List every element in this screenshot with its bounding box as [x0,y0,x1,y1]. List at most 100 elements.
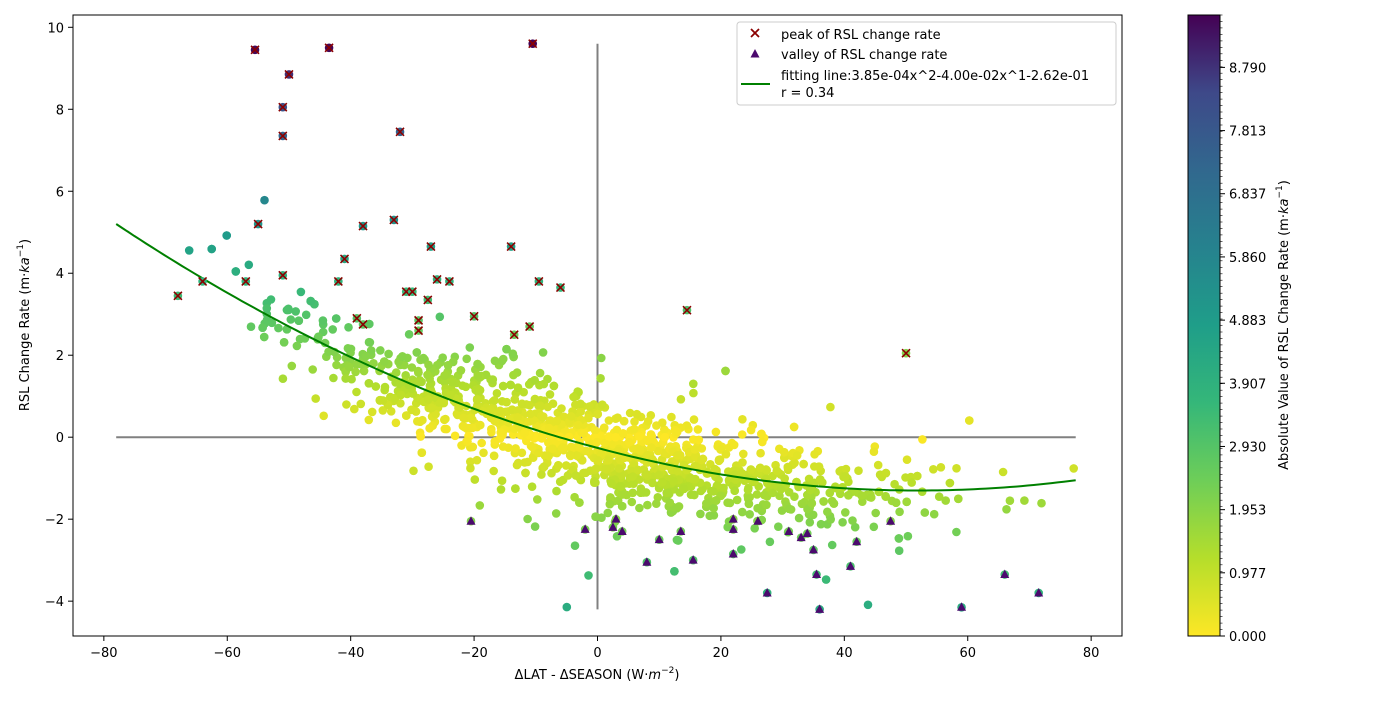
scatter-point [628,488,638,498]
scatter-point [592,437,602,447]
y-tick-label: 4 [56,267,64,282]
scatter-point [597,353,606,363]
scatter-point [391,418,401,428]
valley-markers [466,514,1044,614]
scatter-point [301,310,311,320]
scatter-point [612,425,622,435]
scatter-point [829,499,839,508]
scatter-point [854,466,863,476]
legend-peak-marker [750,28,760,38]
scatter-point [750,524,759,533]
scatter-point [332,360,341,370]
scatter-point [490,356,500,366]
peak-x-marker [682,305,692,315]
scatter-point [737,469,747,478]
scatter-point [918,435,927,444]
peak-x-marker [407,287,417,297]
legend-valley-marker [750,49,760,58]
colorbar-tick-label: 0.977 [1229,567,1266,582]
scatter-point [841,508,850,517]
scatter-point [936,463,946,472]
scatter-point [495,406,505,416]
scatter-point [625,408,635,418]
scatter-point [364,379,374,388]
scatter-point [231,267,241,276]
peak-x-marker [444,276,454,287]
x-tick-label: −80 [90,646,117,661]
valley-triangle-marker [1034,587,1044,597]
scatter-point [463,437,472,446]
scatter-point [513,413,522,422]
scatter-point [901,473,910,482]
peak-x-marker [278,270,288,280]
scatter-point [342,400,351,409]
colorbar-ticks: 0.000 0.977 1.953 2.930 3.907 4.883 5.860 6.837… [1220,61,1266,645]
scatter-point [450,431,460,441]
scatter-point [409,466,418,476]
scatter-point [472,455,482,465]
scatter-point [721,366,730,376]
scatter-point [331,314,341,323]
scatter-point [613,413,622,423]
scatter-point [544,451,553,461]
scatter-point [871,508,880,518]
scatter-point [278,374,288,384]
peak-x-marker [423,295,433,305]
scatter-point [371,382,381,391]
scatter-point [570,541,580,550]
scatter-point [895,507,904,517]
scatter-point [618,490,627,499]
scatter-point [869,522,879,532]
scatter-point [571,400,581,410]
scatter-point [765,537,775,547]
scatter-point [424,462,433,472]
scatter-point [689,415,699,424]
scatter-point [537,470,546,479]
scatter-point [369,359,378,368]
colorbar-tick-label: 8.790 [1229,61,1266,76]
scatter-point [579,468,588,478]
scatter-point [473,359,482,369]
scatter-point [527,442,537,452]
scatter-point [292,341,302,351]
scatter-point [544,438,553,448]
scatter-point [380,382,390,392]
scatter-point [328,325,338,334]
scatter-point [920,508,930,517]
scatter-point [929,465,938,474]
scatter-point [324,347,333,357]
scatter-point [350,404,359,414]
scatter-point [660,425,669,434]
scatter-point [497,476,507,486]
colorbar: 0.000 0.977 1.953 2.930 3.907 4.883 5.860 6.837… [1187,14,1292,645]
scatter-point [891,498,901,508]
scatter-point [894,534,904,543]
scatter-point [376,346,385,355]
valley-triangle-marker [642,557,652,566]
valley-triangle-marker [852,536,862,546]
scatter-point [693,425,703,434]
scatter-point [352,387,361,397]
scatter-point [643,417,653,426]
scatter-point [502,397,511,407]
scatter-point [544,423,554,433]
scatter-point [365,319,374,329]
colorbar-tick-label: 7.813 [1229,125,1266,140]
scatter-point [581,446,590,456]
scatter-point [412,348,422,357]
scatter-point [413,378,422,387]
scatter-point [780,474,789,483]
scatter-point [468,442,478,452]
scatter-point [596,374,605,383]
scatter-point [627,497,637,507]
peak-x-marker [469,311,479,321]
scatter-point [510,395,520,404]
scatter-point [279,338,289,347]
valley-triangle-marker [886,516,896,525]
scatter-point [475,385,485,395]
peak-x-marker [358,221,368,231]
scatter-point [440,424,450,434]
scatter-point [473,371,483,380]
scatter-point [590,426,600,435]
